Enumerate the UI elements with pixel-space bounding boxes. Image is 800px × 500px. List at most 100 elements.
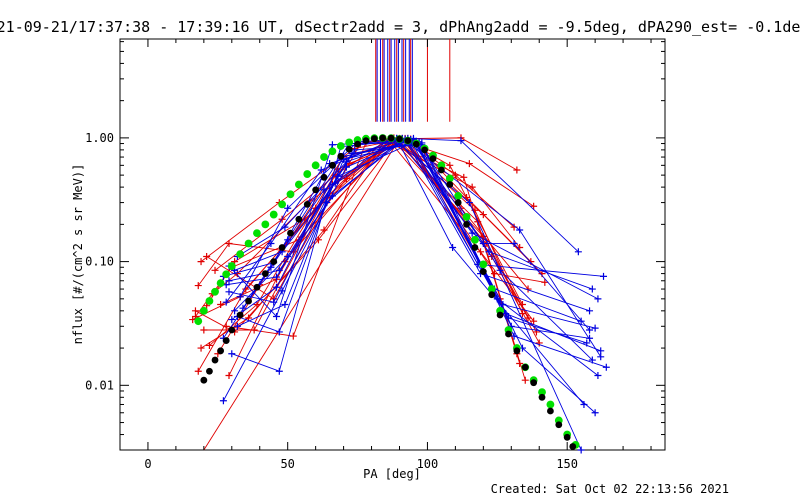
fit-point [228,326,236,334]
plus-marker [273,273,281,281]
plus-marker [267,263,275,271]
plus-marker [225,277,233,285]
plus-marker [273,312,281,320]
trace-line [228,138,590,312]
plus-marker [597,353,605,361]
fit-point [487,285,496,293]
fit-point [412,140,420,148]
trace-line [226,144,607,368]
fit-point [479,260,488,269]
trace-line [192,137,518,320]
fit-point [379,134,387,142]
plus-marker [334,172,342,180]
fit-point [261,220,270,229]
plus-marker [541,278,549,286]
fit-point [513,347,521,355]
plus-marker [479,240,487,248]
x-tick-label: 100 [417,457,439,471]
plus-marker [194,282,202,290]
trace-line [211,138,540,344]
y-axis-label: nflux [#/(cm^2 s sr MeV)] [71,164,85,345]
x-axis-label: PA [deg] [363,467,421,481]
plus-marker [597,347,605,355]
plus-marker [231,307,239,315]
fit-point [227,262,236,270]
fit-point [261,270,269,277]
trace-line [223,137,585,405]
plus-marker [521,376,529,384]
fit-point [471,235,479,244]
plus-marker [191,307,199,315]
fit-point [345,145,353,153]
creation-footer: Created: Sat Oct 02 22:13:56 2021 [491,482,729,496]
fit-point [244,239,253,248]
plus-marker [314,236,322,244]
plus-marker [239,304,247,312]
plus-marker [446,161,454,169]
fit-point [222,270,231,279]
fit-point [454,199,462,206]
fit-point [421,146,429,154]
fit-point [206,367,213,375]
fit-point [337,152,345,160]
plus-marker [583,339,591,347]
fit-point [200,376,208,384]
trace-line [223,140,601,401]
plus-marker [194,367,202,375]
fit-point [320,173,328,181]
fit-point [396,135,403,143]
fit-point [538,388,546,397]
fit-point [496,311,504,319]
trace-line [197,140,518,354]
plus-marker [328,141,336,149]
plus-marker [289,332,297,340]
x-axis: 0 50 100 150 [144,39,652,471]
fit-point [479,268,487,276]
plus-marker [591,409,599,417]
plus-marker [328,192,336,200]
plus-marker [465,160,473,168]
chart-title: 2021-09-21/17:37:38 - 17:39:16 UT, dSect… [0,18,800,36]
plus-marker [273,283,281,291]
fit-point [312,186,320,194]
plus-marker [510,240,518,248]
plot-frame [119,38,666,451]
fit-point [270,258,278,266]
fit-point [211,356,219,364]
fit-point [563,433,571,441]
trace-line [234,137,579,271]
plus-marker [594,372,602,380]
x-tick-label: 50 [280,457,294,471]
fit-point [205,297,214,305]
fit-point [194,317,203,326]
plus-marker [465,199,473,207]
trace-line [228,137,529,376]
fit-point [521,363,529,371]
fit-point [211,287,219,296]
plus-marker [200,326,208,334]
y-tick-label: 1.00 [85,131,114,145]
fit-point [328,147,337,156]
plus-marker [460,173,468,181]
fit-point [311,161,320,170]
plus-marker [591,324,599,332]
plus-marker [211,266,219,274]
plus-marker [205,341,213,349]
fit-point [269,210,278,219]
plus-marker [513,166,521,174]
fit-point [287,229,294,237]
fit-point [278,244,286,251]
trace-line [195,138,523,333]
trace-line [237,141,596,329]
fit-point [445,174,454,183]
fit-point [530,379,538,387]
fit-point [471,244,479,251]
trace-line [228,139,604,318]
vertical-marker-lines [375,39,451,122]
model-curves [194,134,580,450]
fit-point [370,135,378,143]
plus-marker [518,310,526,318]
fit-point [555,421,563,429]
fit-point [294,180,303,189]
